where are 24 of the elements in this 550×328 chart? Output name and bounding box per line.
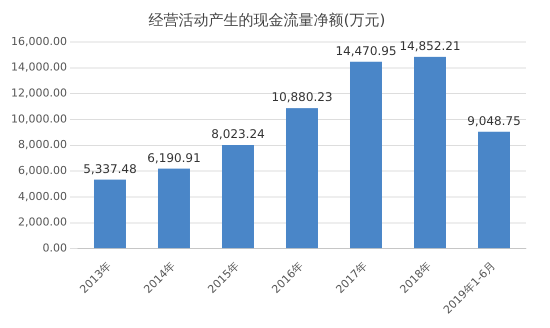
data-label: 10,880.23 (271, 90, 333, 104)
data-label: 5,337.48 (83, 162, 137, 176)
bar (222, 145, 254, 248)
y-tick-label: 0.00 (42, 241, 67, 254)
y-tick-label: 14,000.00 (11, 60, 67, 74)
bar (478, 132, 510, 248)
y-tick-label: 2,000.00 (18, 216, 67, 229)
chart-title: 经营活动产生的现金流量净额(万元) (148, 10, 386, 29)
y-tick-label: 6,000.00 (18, 164, 67, 177)
data-label: 6,190.91 (147, 150, 201, 165)
data-label: 14,470.95 (335, 44, 397, 58)
bar (286, 108, 318, 248)
data-label: 9,048.75 (467, 114, 521, 128)
y-tick-label: 4,000.00 (18, 190, 67, 203)
y-tick-label: 8,000.00 (18, 138, 67, 152)
bar (94, 180, 126, 248)
data-label: 8,023.24 (211, 127, 265, 142)
data-label: 14,852.21 (399, 38, 461, 53)
y-tick-label: 12,000.00 (11, 86, 67, 100)
y-tick-label: 10,000.00 (11, 112, 67, 126)
bar (414, 56, 446, 248)
bar (158, 168, 190, 248)
bar (350, 62, 382, 248)
y-tick-label: 16,000.00 (11, 34, 67, 48)
